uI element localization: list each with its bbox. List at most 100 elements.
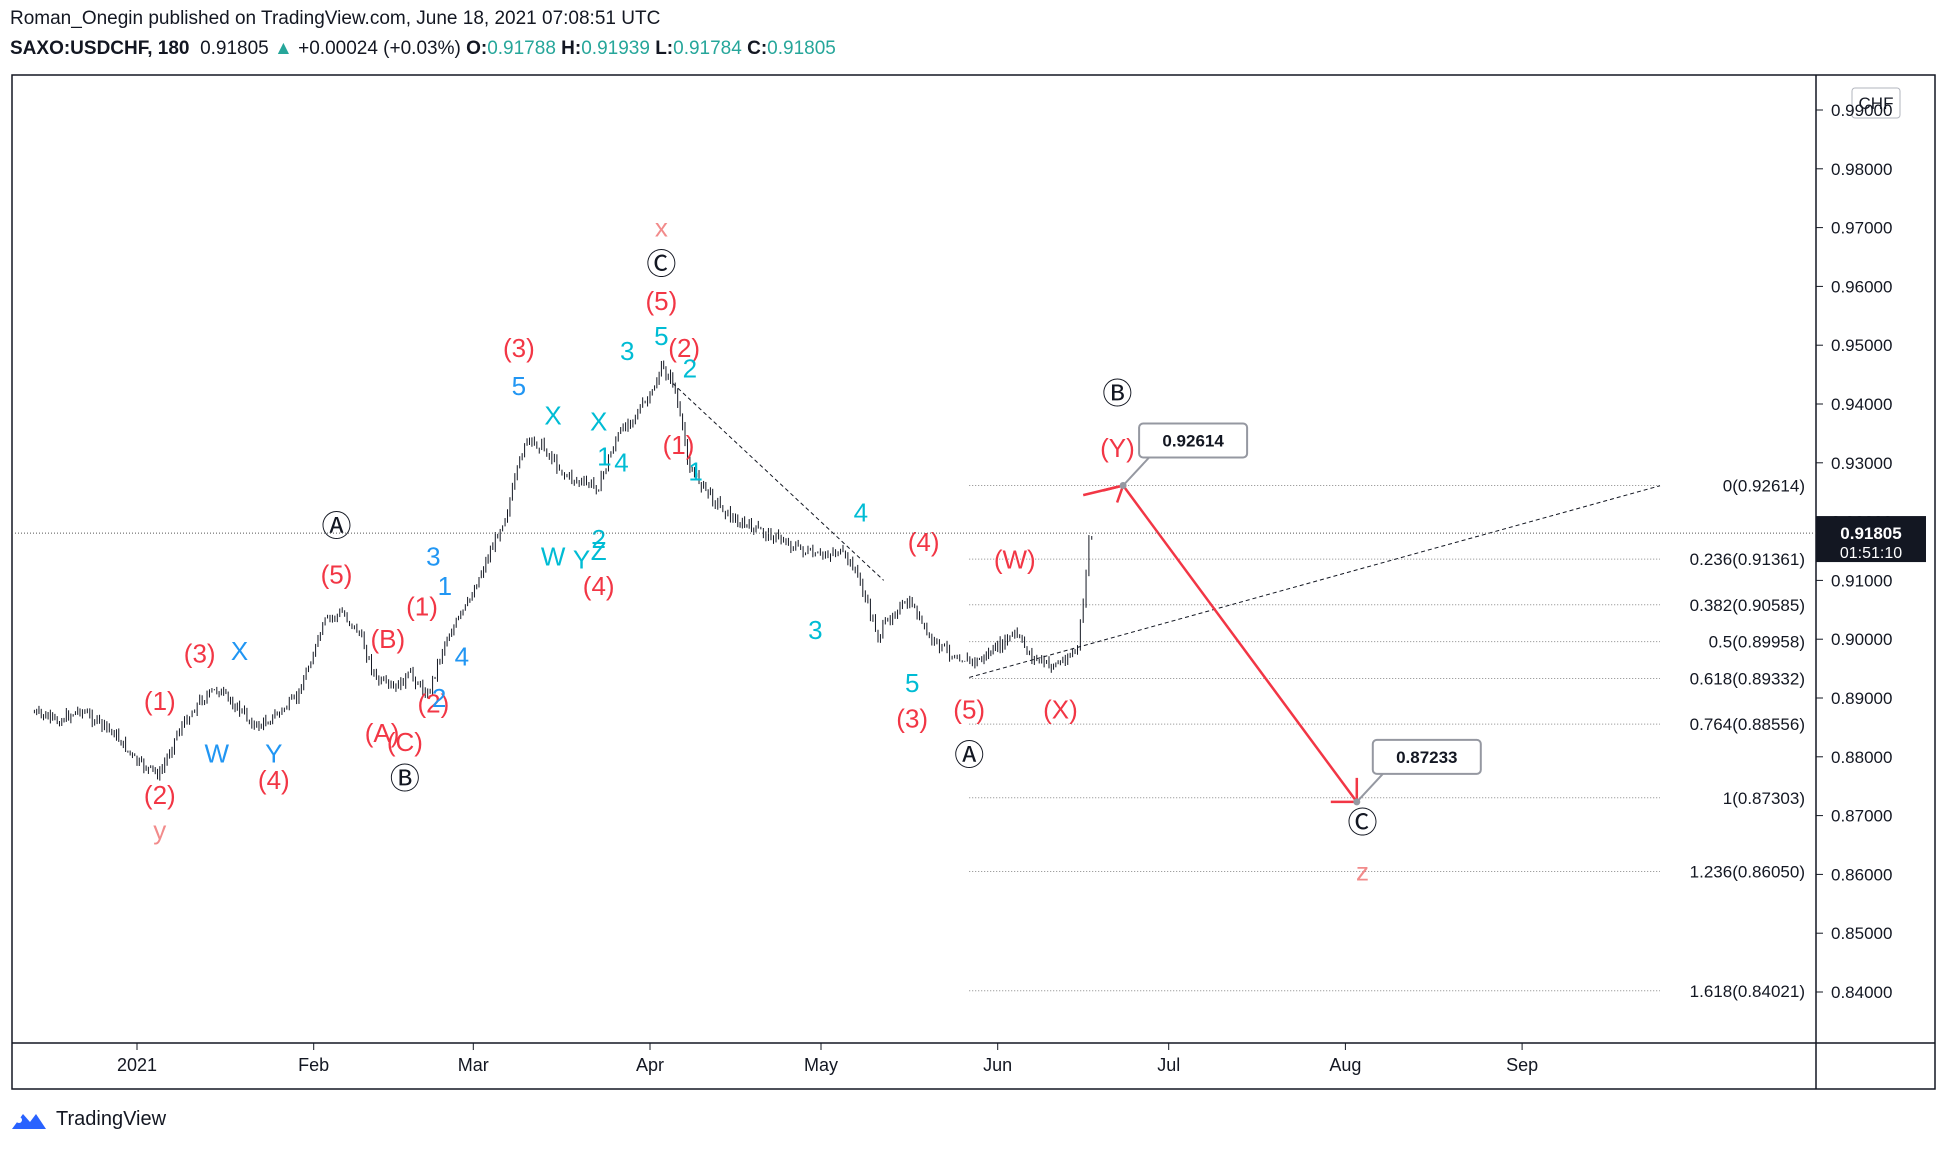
price-tick-label: 0.98000: [1831, 160, 1892, 179]
wave-label: X: [590, 406, 607, 436]
wave-label: (5): [321, 559, 353, 589]
wave-label: (2): [418, 689, 450, 719]
time-tick-label: Mar: [458, 1055, 489, 1075]
wave-label: 2: [591, 524, 605, 554]
price-tick-label: 0.94000: [1831, 395, 1892, 414]
wave-label: Ⓐ: [954, 740, 984, 773]
wave-label: 4: [614, 448, 628, 478]
footer: TradingView: [10, 1108, 166, 1131]
fib-level-label: 1.236(0.86050): [1690, 862, 1805, 881]
tradingview-logo-icon[interactable]: [10, 1109, 48, 1131]
time-tick-label: Sep: [1506, 1055, 1538, 1075]
wave-label: (3): [184, 639, 216, 669]
symbol-name[interactable]: SAXO:USDCHF, 180: [10, 38, 190, 59]
brand-name[interactable]: TradingView: [56, 1108, 167, 1130]
wave-label: y: [153, 815, 166, 845]
symbol-info: SAXO:USDCHF, 180 0.91805 ▲ +0.00024 (+0.…: [10, 38, 836, 60]
wave-label: (5): [953, 695, 985, 725]
wave-label: X: [231, 636, 248, 666]
wave-label: 5: [654, 321, 668, 351]
wave-label: (W): [994, 545, 1036, 575]
wave-label: 1: [597, 442, 611, 472]
time-tick-label: May: [804, 1055, 838, 1075]
last-price: 0.91805: [200, 38, 269, 59]
price-callout-box: [1138, 422, 1249, 459]
chart-frame: [11, 74, 1936, 1090]
time-tick-label: 2021: [117, 1055, 157, 1075]
wave-label: (B): [370, 624, 405, 654]
wave-label: Z: [591, 536, 607, 566]
time-ticks: 2021 Feb Mar Apr May Jun Jul Aug Sep: [117, 1043, 1538, 1075]
candles: [33, 360, 1093, 781]
bar-countdown: 01:51:10: [1840, 545, 1902, 562]
price-callout-box: [1371, 738, 1482, 775]
low-value: 0.91784: [673, 38, 742, 59]
wave-label: (3): [503, 333, 535, 363]
arrow-head-icon: [1102, 483, 1126, 503]
time-tick-label: Feb: [298, 1055, 329, 1075]
price-tick-label: 0.88000: [1831, 748, 1892, 767]
callout-anchor-dot: [1353, 798, 1361, 806]
wave-label: (1): [663, 430, 695, 460]
fib-level-label: 1.618(0.84021): [1690, 982, 1805, 1001]
wave-label: (3): [896, 703, 928, 733]
up-arrow-icon: ▲: [274, 38, 293, 59]
wave-label: Ⓑ: [390, 763, 420, 796]
close-value: 0.91805: [767, 38, 836, 59]
wave-label: 3: [426, 542, 440, 572]
fibonacci-levels: 0(0.92614) 0.236(0.91361) 0.382(0.90585) 0.…: [969, 476, 1805, 1001]
price-tick-label: 0.91000: [1831, 571, 1892, 590]
price-ticks: 0.99000 0.98000 0.97000 0.96000 0.95000 0.940…: [1816, 101, 1892, 1002]
callout-anchor-dot: [1119, 481, 1127, 489]
time-tick-label: Jul: [1157, 1055, 1180, 1075]
wave-label: (1): [406, 592, 438, 622]
projection-arrow-down: [1122, 484, 1358, 803]
open-label: O:: [466, 38, 488, 59]
fib-level-label: 0.236(0.91361): [1690, 550, 1805, 569]
wave-label: Ⓑ: [1102, 378, 1132, 411]
callout-pointer: [1122, 456, 1150, 487]
fib-level-label: 0(0.92614): [1723, 476, 1805, 495]
wave-label: 2: [432, 683, 446, 713]
price-tick-label: 0.99000: [1831, 101, 1892, 120]
wave-label: (4): [908, 527, 940, 557]
trend-line-down: [672, 383, 885, 581]
wave-label: 3: [808, 615, 822, 645]
publish-info: Roman_Onegin published on TradingView.co…: [10, 8, 660, 30]
wave-label: 5: [512, 371, 526, 401]
low-label: L:: [655, 38, 674, 59]
wave-label: 1: [438, 571, 452, 601]
callout-pointer: [1356, 773, 1384, 803]
price-tick-label: 0.95000: [1831, 336, 1892, 355]
current-price-marker: 0.91805 01:51:10: [12, 516, 1926, 563]
wave-label: X: [544, 401, 561, 431]
price-tick-label: 0.97000: [1831, 219, 1892, 238]
current-price-badge: [1816, 516, 1926, 563]
wave-label: (1): [144, 686, 176, 716]
publish-line: Roman_Onegin published on TradingView.co…: [10, 8, 661, 29]
wave-label: (A): [365, 718, 400, 748]
wave-label: x: [655, 212, 668, 242]
close-label: C:: [747, 38, 768, 59]
wave-label: (2): [668, 333, 700, 363]
wave-label: W: [541, 542, 566, 572]
wave-label: (Y): [1100, 433, 1135, 463]
price-tick-label: 0.86000: [1831, 865, 1892, 884]
trend-line-up: [969, 485, 1661, 678]
price-tick-label: 0.90000: [1831, 630, 1892, 649]
trend-lines: 0.92614 0.87233: [672, 383, 1661, 806]
fib-level-label: 0.382(0.90585): [1690, 596, 1805, 615]
price-callout-text: 0.92614: [1162, 431, 1224, 450]
fib-level-label: 0.618(0.89332): [1690, 669, 1805, 688]
wave-label: z: [1356, 856, 1369, 886]
wave-label: 2: [683, 354, 697, 384]
fib-level-label: 1(0.87303): [1723, 789, 1805, 808]
time-tick-label: Aug: [1329, 1055, 1361, 1075]
currency-badge[interactable]: [1851, 87, 1901, 119]
price-tick-label: 0.87000: [1831, 807, 1892, 826]
price-callout-text: 0.87233: [1396, 748, 1457, 767]
price-tick-label: 0.89000: [1831, 689, 1892, 708]
wave-label: 1: [688, 456, 702, 486]
wave-label: 4: [455, 642, 469, 672]
